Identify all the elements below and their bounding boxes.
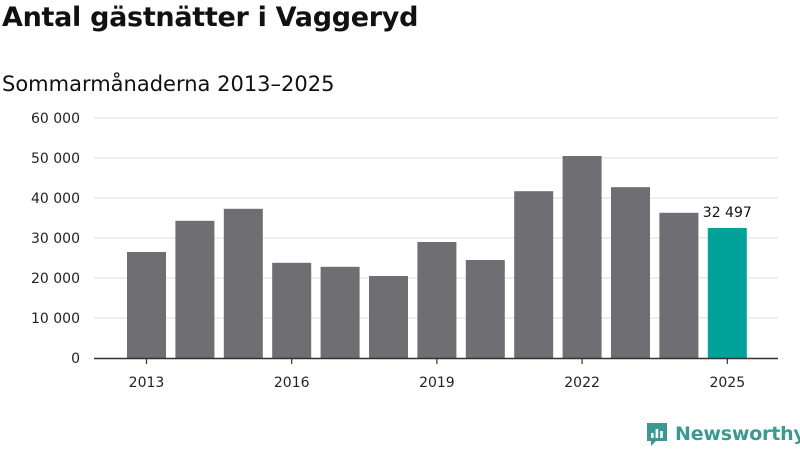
y-tick-label: 20 000 (31, 271, 80, 287)
bar-2013 (127, 252, 166, 358)
y-tick-label: 60 000 (31, 111, 80, 127)
newsworthy-logo-icon (647, 423, 667, 446)
bar-2014 (175, 220, 215, 358)
x-tick-label: 2022 (564, 375, 600, 391)
brand-logo: Newsworthy (645, 421, 800, 447)
x-tick-label: 2016 (274, 375, 310, 391)
bar-2020 (465, 260, 505, 358)
brand-name: Newsworthy (675, 423, 800, 445)
bar-2023 (611, 187, 650, 358)
bar-2016 (272, 262, 312, 358)
bar-2025 (707, 228, 747, 358)
x-tick-label: 2019 (419, 375, 455, 391)
chart-subtitle: Sommarmånaderna 2013–2025 (2, 72, 335, 96)
y-tick-label: 0 (71, 351, 80, 367)
bar-2017 (320, 266, 360, 358)
y-tick-label: 50 000 (31, 151, 80, 167)
bar-2015 (223, 208, 263, 358)
bar-2018 (369, 276, 408, 358)
x-tick-label: 2025 (709, 375, 745, 391)
data-label: 32 497 (703, 205, 752, 221)
y-tick-label: 30 000 (31, 231, 80, 247)
y-tick-label: 40 000 (31, 191, 80, 207)
bar-2022 (562, 156, 602, 358)
chart-title: Antal gästnätter i Vaggeryd (2, 2, 419, 33)
bar-2021 (514, 191, 554, 358)
bar-2019 (417, 242, 457, 358)
bar-2024 (659, 212, 699, 358)
y-tick-label: 10 000 (31, 311, 80, 327)
x-tick-label: 2013 (129, 375, 165, 391)
